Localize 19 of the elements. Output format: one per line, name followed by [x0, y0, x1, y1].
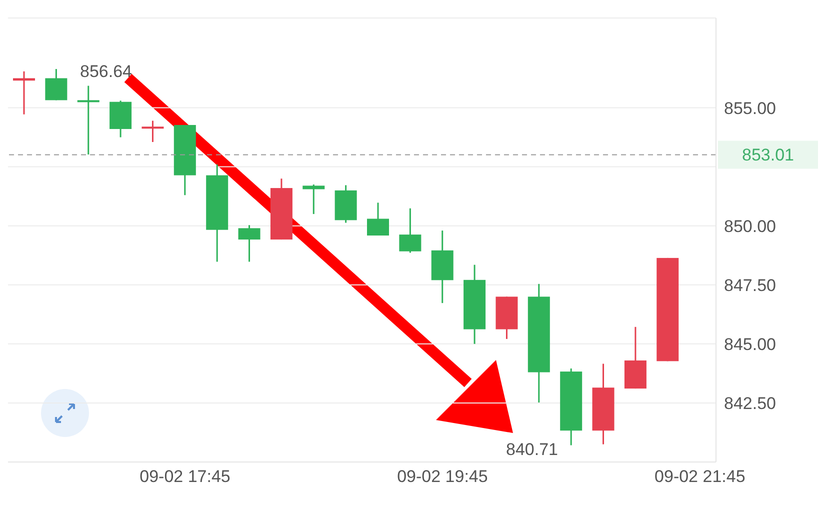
ref-line-label: 853.01: [742, 146, 794, 165]
candlestick: [45, 68, 68, 101]
candlestick: [302, 184, 325, 215]
x-tick-label: 09-02 17:45: [140, 467, 230, 486]
candlestick: [77, 85, 100, 156]
candlestick: [238, 224, 260, 262]
candlestick: [13, 70, 35, 116]
x-tick-label: 09-02 21:45: [654, 467, 746, 486]
y-tick-label: 850.00: [724, 216, 776, 236]
candlestick: [367, 202, 389, 236]
y-tick-label: 842.50: [724, 394, 776, 413]
annotation: 856.64: [80, 62, 132, 82]
y-tick-label: 855.00: [724, 98, 776, 118]
y-tick-label: 845.00: [724, 334, 776, 354]
candlestick: [142, 120, 164, 143]
x-tick-label: 09-02 19:45: [397, 467, 488, 486]
candlestick: [399, 208, 422, 254]
y-tick-label: 847.50: [724, 276, 776, 295]
annotation: 840.71: [506, 440, 558, 460]
